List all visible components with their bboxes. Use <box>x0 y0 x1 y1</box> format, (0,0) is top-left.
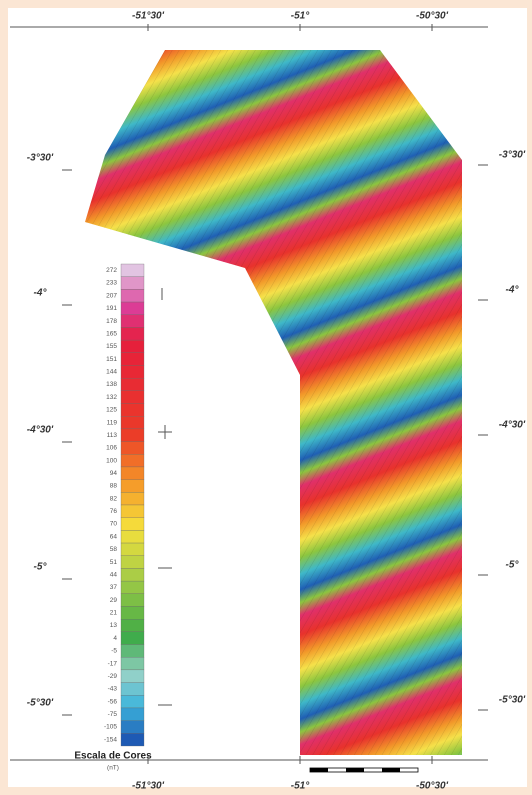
legend-swatch <box>121 454 144 467</box>
legend-swatch <box>121 695 144 708</box>
legend-value: -105 <box>104 724 117 731</box>
legend-value: -43 <box>108 686 118 693</box>
legend-swatch <box>121 530 144 543</box>
legend-swatch <box>121 302 144 315</box>
legend-value: 37 <box>110 584 118 591</box>
longitude-label: -51° <box>291 781 310 792</box>
legend-value: 70 <box>110 521 118 528</box>
legend-value: 44 <box>110 571 118 578</box>
legend-swatch <box>121 391 144 404</box>
legend-swatch <box>121 416 144 429</box>
latitude-label: -4°30' <box>27 425 54 436</box>
legend-value: 29 <box>110 597 118 604</box>
legend-value: 233 <box>106 280 117 287</box>
legend-swatch <box>121 645 144 658</box>
legend-swatch <box>121 733 144 746</box>
legend-value: 119 <box>107 419 118 426</box>
longitude-label: -51°30' <box>132 781 165 792</box>
legend-swatch <box>121 657 144 670</box>
latitude-label: -4° <box>34 288 48 299</box>
latitude-label: -5° <box>34 562 48 573</box>
legend-swatch <box>121 492 144 505</box>
legend-value: 88 <box>110 483 118 490</box>
legend-value: 191 <box>106 305 117 312</box>
legend-swatch <box>121 518 144 531</box>
legend-value: 178 <box>106 318 117 325</box>
legend-value: 132 <box>106 394 117 401</box>
legend-swatch <box>121 404 144 417</box>
legend-value: 94 <box>110 470 118 477</box>
longitude-label: -50°30' <box>416 781 449 792</box>
legend-swatch <box>121 556 144 569</box>
legend-value: 144 <box>106 369 117 376</box>
legend-value: -75 <box>108 711 118 718</box>
legend-value: 64 <box>110 533 118 540</box>
legend-value: -5 <box>111 648 117 655</box>
legend-value: 113 <box>107 432 118 439</box>
legend-swatch <box>121 289 144 302</box>
latitude-label: -3°30' <box>27 153 54 164</box>
legend-value: 58 <box>110 546 118 553</box>
legend-swatch <box>121 480 144 493</box>
legend-value: 13 <box>110 622 118 629</box>
legend-value: 21 <box>110 610 118 617</box>
legend-swatch <box>121 721 144 734</box>
legend-swatch <box>121 467 144 480</box>
legend-swatch <box>121 568 144 581</box>
legend-value: 4 <box>113 635 117 642</box>
legend-unit: (nT) <box>107 765 119 772</box>
longitude-label: -50°30' <box>416 11 449 22</box>
legend-value: 138 <box>106 381 117 388</box>
legend-title: Escala de Cores <box>74 751 152 762</box>
legend-value: 165 <box>106 330 117 337</box>
legend-swatch <box>121 632 144 645</box>
legend-swatch <box>121 619 144 632</box>
legend-swatch <box>121 429 144 442</box>
legend-value: 207 <box>106 292 117 299</box>
legend-value: 51 <box>110 559 118 566</box>
latitude-label: -4°30' <box>499 420 526 431</box>
legend-swatch <box>121 594 144 607</box>
legend-swatch <box>121 315 144 328</box>
latitude-label: -5° <box>506 560 520 571</box>
legend-value: -154 <box>104 736 117 743</box>
legend-value: 125 <box>106 407 117 414</box>
legend-value: 82 <box>110 495 118 502</box>
legend-value: 272 <box>106 267 117 274</box>
legend-value: -56 <box>108 698 118 705</box>
legend-swatch <box>121 683 144 696</box>
legend-swatch <box>121 581 144 594</box>
latitude-label: -5°30' <box>499 695 526 706</box>
legend-value: 100 <box>106 457 117 464</box>
legend-value: -17 <box>108 660 118 667</box>
legend-value: 106 <box>106 445 117 452</box>
latitude-label: -3°30' <box>499 150 526 161</box>
legend-value: 76 <box>110 508 118 515</box>
map-figure: Escala de Cores (nT) 272 233 207 191 178 165 1… <box>0 0 532 795</box>
legend-swatch <box>121 505 144 518</box>
legend-swatch <box>121 365 144 378</box>
latitude-label: -5°30' <box>27 698 54 709</box>
legend-swatch <box>121 340 144 353</box>
legend-swatch <box>121 543 144 556</box>
longitude-label: -51°30' <box>132 11 165 22</box>
legend-swatch <box>121 353 144 366</box>
legend-swatch <box>121 277 144 290</box>
longitude-label: -51° <box>291 11 310 22</box>
legend-swatch <box>121 606 144 619</box>
legend-value: 151 <box>106 356 117 363</box>
legend-swatch <box>121 378 144 391</box>
legend-swatch <box>121 327 144 340</box>
legend-swatch <box>121 670 144 683</box>
legend-value: -29 <box>108 673 118 680</box>
legend-swatch <box>121 442 144 455</box>
legend-swatch <box>121 708 144 721</box>
scale-bar <box>310 768 418 772</box>
legend-swatch <box>121 264 144 277</box>
latitude-label: -4° <box>506 285 520 296</box>
legend-value: 155 <box>106 343 117 350</box>
